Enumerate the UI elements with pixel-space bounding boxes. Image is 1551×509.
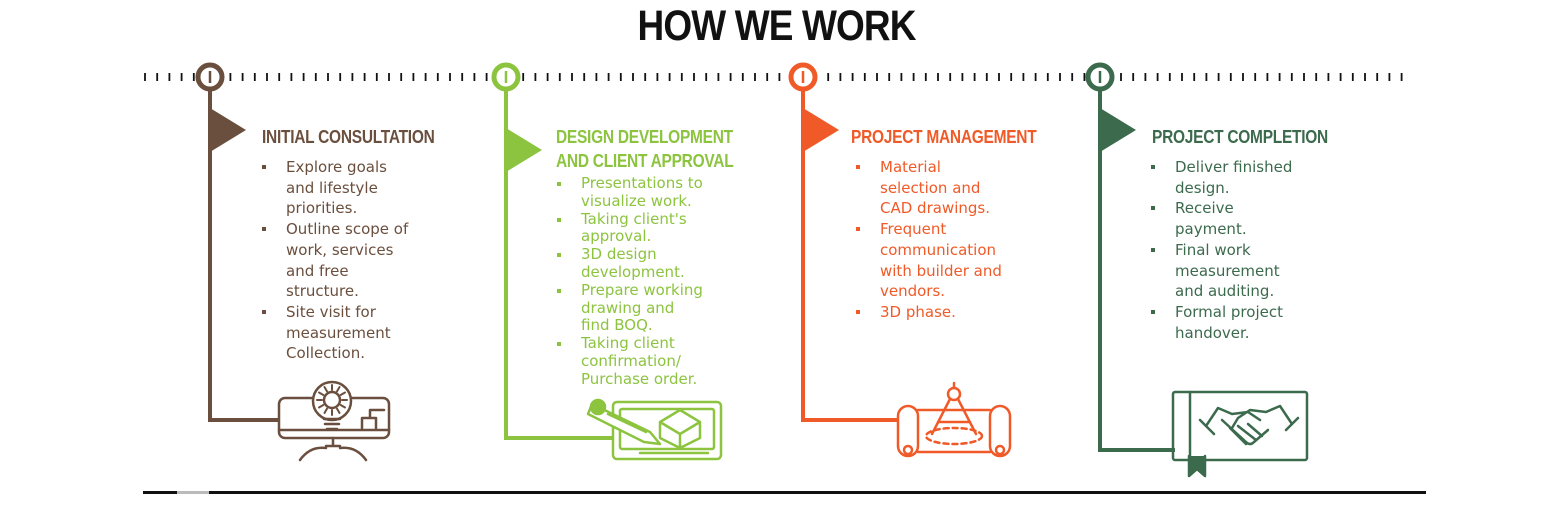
step-2-item: Taking client's approval. (555, 210, 760, 247)
step-4-item: Formal project handover. (1149, 302, 1354, 343)
step-1-list: Explore goals and lifestyle priorities. Ou… (260, 157, 460, 364)
step-2-item: Prepare working drawing and find BOQ. (555, 281, 760, 335)
step-flag (1100, 108, 1136, 152)
page-title: HOW WE WORK (637, 2, 916, 50)
step-3-title-line: PROJECT MANAGEMENT (851, 127, 1037, 147)
step-4-list: Deliver finished design. Receive payment. … (1149, 157, 1354, 343)
step-4-item: Deliver finished design. (1149, 157, 1354, 198)
step-3-timeline-marker (788, 62, 898, 422)
step-1-item: Explore goals and lifestyle priorities. (260, 157, 460, 219)
pencil-design-board-icon (586, 398, 723, 461)
step-4-item: Receive payment. (1149, 198, 1354, 239)
step-3-list: Material selection and CAD drawings. Frequ… (854, 157, 1064, 323)
step-1-item: Outline scope of work, services and free st… (260, 219, 460, 302)
step-flag (506, 128, 542, 172)
step-flag (210, 108, 246, 152)
bottom-rule-highlight (177, 491, 209, 494)
step-3-title: PROJECT MANAGEMENT (851, 125, 1037, 149)
step-4-item: Final work measurement and auditing. (1149, 240, 1354, 302)
step-1-title-line: INITIAL CONSULTATION (262, 127, 435, 147)
bottom-rule (143, 491, 1426, 494)
step-1-timeline-marker (195, 62, 280, 422)
step-2-item: 3D design development. (555, 245, 760, 282)
bottom-rule-line (143, 491, 1426, 494)
step-2-item: Taking client confirmation/Purchase order… (555, 334, 760, 388)
timeline-ruler (144, 73, 1403, 81)
step-2-title: DESIGN DEVELOPMENT AND CLIENT APPROVAL (556, 125, 734, 173)
step-4-title-line: PROJECT COMPLETION (1152, 127, 1328, 147)
step-2-timeline-marker (491, 62, 614, 440)
handshake-book-icon (1171, 390, 1309, 478)
lightbulb-monitor-icon (277, 380, 391, 462)
step-2-list: Presentations to visualize work. Taking c… (555, 174, 760, 389)
step-1-item: Site visit for measurement Collection. (260, 302, 460, 364)
step-flag (803, 108, 839, 152)
step-4-timeline-marker (1085, 62, 1175, 452)
step-4-title: PROJECT COMPLETION (1152, 125, 1328, 149)
step-3-item: Material selection and CAD drawings. (854, 157, 1064, 219)
step-2-title-line: DESIGN DEVELOPMENT (556, 127, 733, 147)
compass-blueprint-icon (896, 381, 1012, 458)
step-1-title: INITIAL CONSULTATION (262, 125, 435, 149)
step-3-item: Frequent communication with builder and ven… (854, 219, 1064, 302)
step-2-item: Presentations to visualize work. (555, 174, 760, 211)
step-3-item: 3D phase. (854, 302, 1064, 323)
step-2-title-line: AND CLIENT APPROVAL (556, 151, 734, 171)
